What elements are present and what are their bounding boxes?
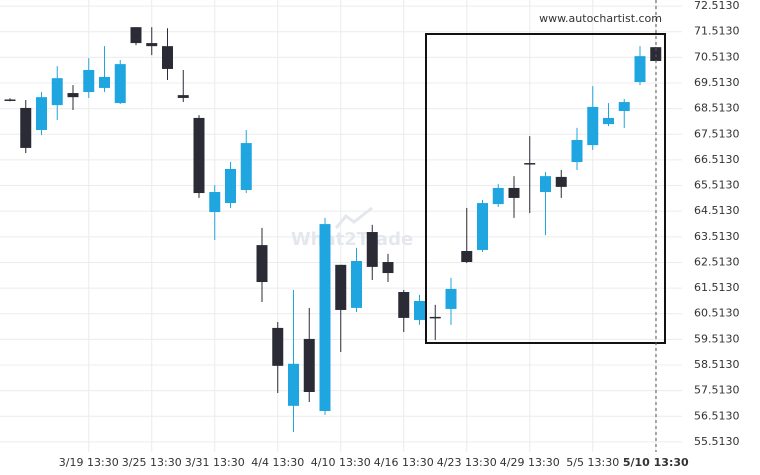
candle-body <box>477 203 488 250</box>
candle-body <box>335 264 347 310</box>
candle-body <box>366 232 378 267</box>
candle-body <box>240 143 252 190</box>
y-tick-label: 66.5130 <box>694 153 740 166</box>
candle-body <box>414 300 425 320</box>
candle-body <box>288 363 299 406</box>
candle-body <box>540 176 551 193</box>
y-tick-label: 61.5130 <box>694 281 740 294</box>
x-tick-label: 5/10 13:30 <box>623 456 689 469</box>
y-tick-label: 64.5130 <box>694 204 740 217</box>
candle-body <box>603 117 614 125</box>
candle-body <box>99 76 110 88</box>
y-tick-label: 70.5130 <box>694 50 740 63</box>
y-tick-label: 56.5130 <box>694 409 740 422</box>
candle-body <box>162 46 173 69</box>
candle-body <box>272 327 284 366</box>
x-tick-label: 3/25 13:30 <box>122 456 182 469</box>
y-tick-label: 65.5130 <box>694 179 740 192</box>
candle-body <box>146 43 158 47</box>
y-tick-label: 58.5130 <box>694 358 740 371</box>
y-tick-label: 68.5130 <box>694 102 740 115</box>
candle-body <box>319 224 331 411</box>
candle-body <box>382 262 394 274</box>
candle-body <box>445 288 457 309</box>
candle-body <box>130 27 142 44</box>
candle-body <box>618 102 630 112</box>
candle-body <box>571 139 583 163</box>
x-tick-label: 4/23 13:30 <box>437 456 497 469</box>
candle-body <box>4 99 16 101</box>
pattern-box <box>425 33 666 344</box>
candle-body <box>634 56 646 83</box>
candle-body <box>492 187 504 205</box>
y-tick-label: 60.5130 <box>694 307 740 320</box>
x-tick-label: 4/10 13:30 <box>311 456 371 469</box>
candle-body <box>67 93 79 98</box>
candle-body <box>177 95 189 98</box>
x-tick-label: 3/19 13:30 <box>59 456 119 469</box>
y-tick-label: 57.5130 <box>694 384 740 397</box>
grid <box>0 0 682 452</box>
candle-body <box>303 338 315 393</box>
watermark: What2Trade <box>291 229 413 250</box>
candle-body <box>193 117 205 194</box>
y-tick-label: 69.5130 <box>694 76 740 89</box>
candle-body <box>225 168 236 204</box>
candles <box>4 27 662 433</box>
candle-body <box>587 106 599 146</box>
y-tick-label: 71.5130 <box>694 25 740 38</box>
y-tick-label: 59.5130 <box>694 332 740 345</box>
candle-body <box>524 163 536 165</box>
y-tick-label: 55.5130 <box>694 435 740 448</box>
candle-body <box>508 187 520 198</box>
y-tick-label: 72.5130 <box>694 0 740 12</box>
x-tick-label: 4/4 13:30 <box>251 456 304 469</box>
x-tick-label: 3/31 13:30 <box>185 456 245 469</box>
y-tick-label: 62.5130 <box>694 255 740 268</box>
candle-body <box>20 107 32 148</box>
candle-body <box>36 97 47 130</box>
x-tick-label: 4/16 13:30 <box>374 456 434 469</box>
x-tick-label: 4/29 13:30 <box>500 456 560 469</box>
candle-body <box>429 316 441 319</box>
candle-body <box>209 192 221 213</box>
y-tick-label: 63.5130 <box>694 230 740 243</box>
source-label: www.autochartist.com <box>539 12 662 25</box>
candle-body <box>351 260 362 308</box>
candle-body <box>256 245 268 283</box>
x-tick-label: 5/5 13:30 <box>566 456 619 469</box>
watermark-logo <box>334 206 373 229</box>
candle-body <box>114 64 126 104</box>
candle-body <box>83 69 95 93</box>
candle-body <box>555 176 567 187</box>
candle-body <box>51 78 63 106</box>
y-tick-label: 67.5130 <box>694 127 740 140</box>
candle-body <box>461 250 473 263</box>
candle-body <box>398 292 410 318</box>
